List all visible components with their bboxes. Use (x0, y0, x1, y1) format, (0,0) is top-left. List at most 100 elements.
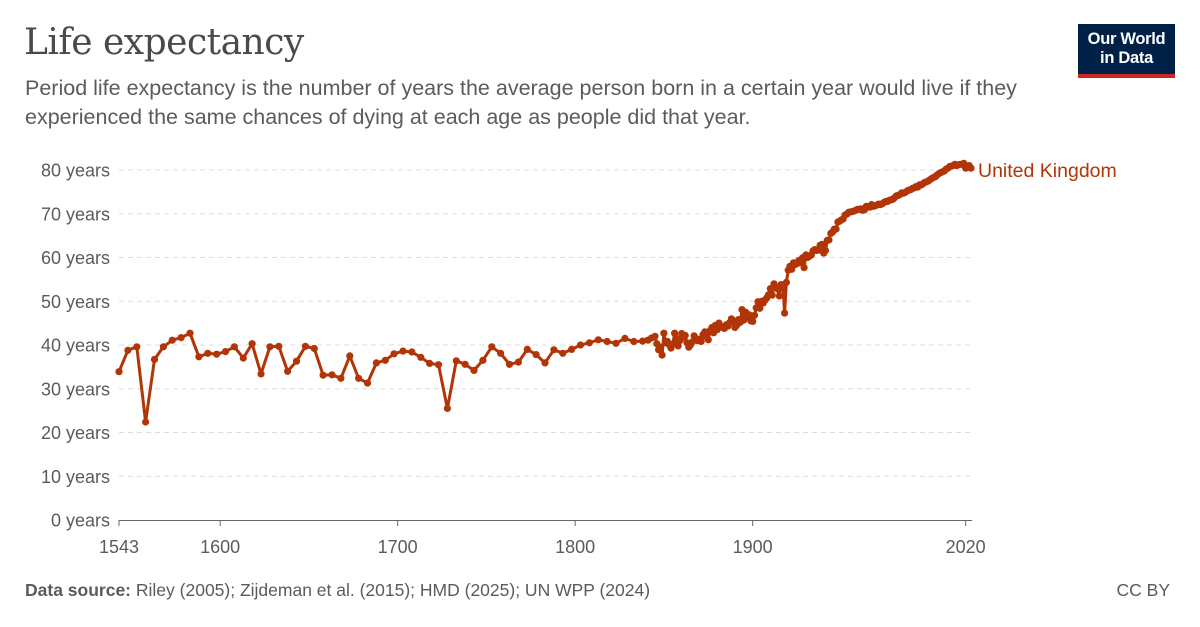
data-point (168, 336, 176, 344)
data-point (213, 350, 221, 358)
data-point (275, 342, 283, 350)
data-point (337, 374, 345, 382)
y-tick-label: 70 years (41, 204, 110, 224)
data-point (248, 340, 256, 348)
x-tick-label: 1543 (99, 537, 139, 557)
data-point (660, 329, 668, 337)
data-point (319, 371, 327, 379)
data-point (355, 374, 363, 382)
data-point (257, 370, 265, 378)
x-tick-label: 2020 (946, 537, 986, 557)
data-point (292, 357, 301, 365)
data-point (756, 304, 764, 312)
data-point (818, 240, 826, 248)
series-label: United Kingdom (978, 160, 1117, 182)
data-point (967, 164, 975, 172)
data-point (603, 337, 611, 346)
data-source-label: Data source: (25, 580, 132, 600)
data-point (505, 360, 514, 368)
data-point (204, 349, 212, 357)
data-point (133, 343, 141, 351)
data-point (681, 331, 689, 339)
data-point (514, 358, 523, 366)
y-tick-label: 80 years (41, 161, 110, 181)
data-point (594, 336, 602, 344)
license-link[interactable]: CC BY (1116, 580, 1170, 600)
data-point (749, 317, 757, 325)
x-tick-label: 1800 (555, 537, 595, 557)
data-source-text[interactable]: Riley (2005); Zijdeman et al. (2015); HM… (135, 580, 651, 600)
data-point (585, 339, 594, 347)
data-point (825, 236, 833, 244)
y-tick-label: 10 years (41, 467, 110, 487)
data-point (800, 264, 808, 272)
data-point (177, 334, 185, 342)
logo-line-2: in Data (1100, 49, 1153, 67)
owid-logo[interactable]: Our World in Data (1078, 24, 1175, 78)
data-point (576, 341, 585, 349)
data-point (639, 337, 647, 345)
data-point (461, 360, 469, 368)
data-point (195, 353, 203, 361)
data-point (221, 348, 230, 356)
data-point (150, 355, 159, 363)
y-tick-label: 0 years (51, 511, 110, 531)
data-point (768, 291, 776, 299)
data-point (704, 336, 712, 344)
x-tick-label: 1600 (200, 537, 240, 557)
y-tick-label: 60 years (41, 248, 110, 268)
data-point (399, 347, 407, 355)
data-point (124, 346, 132, 354)
chart-subtitle: Period life expectancy is the number of … (25, 76, 1017, 129)
data-point (568, 345, 576, 353)
y-tick-label: 30 years (41, 379, 110, 399)
data-point (284, 367, 292, 375)
data-point (630, 337, 638, 346)
data-point (656, 343, 665, 351)
data-point (443, 404, 451, 412)
series-line (117, 161, 973, 424)
data-point (658, 351, 666, 359)
x-tick-label: 1700 (378, 537, 418, 557)
data-point (239, 354, 247, 362)
data-point (750, 311, 759, 319)
data-point (488, 343, 496, 351)
data-point (550, 346, 558, 354)
data-point (310, 344, 318, 353)
data-point (651, 332, 659, 340)
data-source: Data source: Riley (2005); Zijdeman et a… (25, 580, 650, 601)
data-point (497, 349, 505, 357)
data-point (346, 352, 354, 360)
x-axis: 1543 1600 1700 1800 1900 2020 (99, 520, 986, 557)
data-point (821, 246, 830, 255)
data-point (523, 345, 531, 353)
data-point (186, 329, 194, 337)
data-point (775, 292, 783, 300)
data-point (479, 356, 487, 364)
data-point (532, 351, 540, 359)
data-point (621, 334, 629, 342)
data-point (328, 371, 336, 379)
y-tick-label: 20 years (41, 423, 110, 443)
data-point (781, 309, 789, 317)
data-point (159, 343, 167, 351)
data-point (301, 342, 309, 350)
series-united-kingdom[interactable]: United Kingdom (115, 159, 1117, 426)
data-point (230, 343, 238, 351)
data-point (697, 337, 705, 346)
data-point (832, 225, 840, 233)
data-point (434, 361, 443, 369)
y-axis-ticks: 0 years 10 years 20 years 30 years 40 years 5… (41, 161, 110, 531)
data-point (612, 339, 620, 347)
data-point (363, 379, 372, 387)
data-point (142, 418, 150, 426)
gridlines (119, 169, 972, 477)
data-point (470, 366, 478, 374)
y-tick-label: 50 years (41, 292, 110, 312)
data-point (417, 353, 425, 361)
data-point (745, 311, 753, 319)
data-point (390, 350, 398, 358)
data-point (426, 359, 434, 367)
x-tick-label: 1900 (733, 537, 773, 557)
data-point (541, 359, 549, 367)
